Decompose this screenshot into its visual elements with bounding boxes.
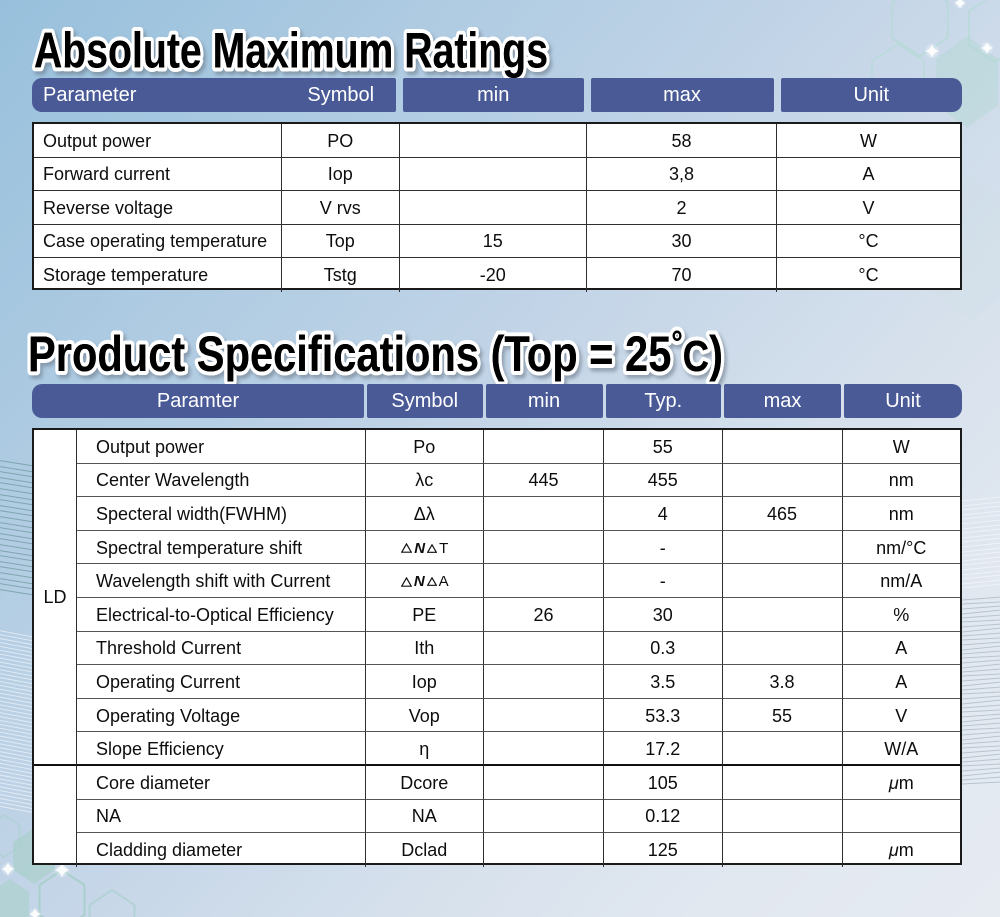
svg-text:Product Specifications (Top =: Product Specifications (Top = 25°C) [28,325,723,383]
svg-text:Product Specifications (Top =: Product Specifications (Top = 25°C) [28,325,723,383]
svg-text:Absolute Maximum Ratings: Absolute Maximum Ratings [34,23,548,79]
svg-text:Absolute Maximum Ratings: Absolute Maximum Ratings [34,23,548,79]
